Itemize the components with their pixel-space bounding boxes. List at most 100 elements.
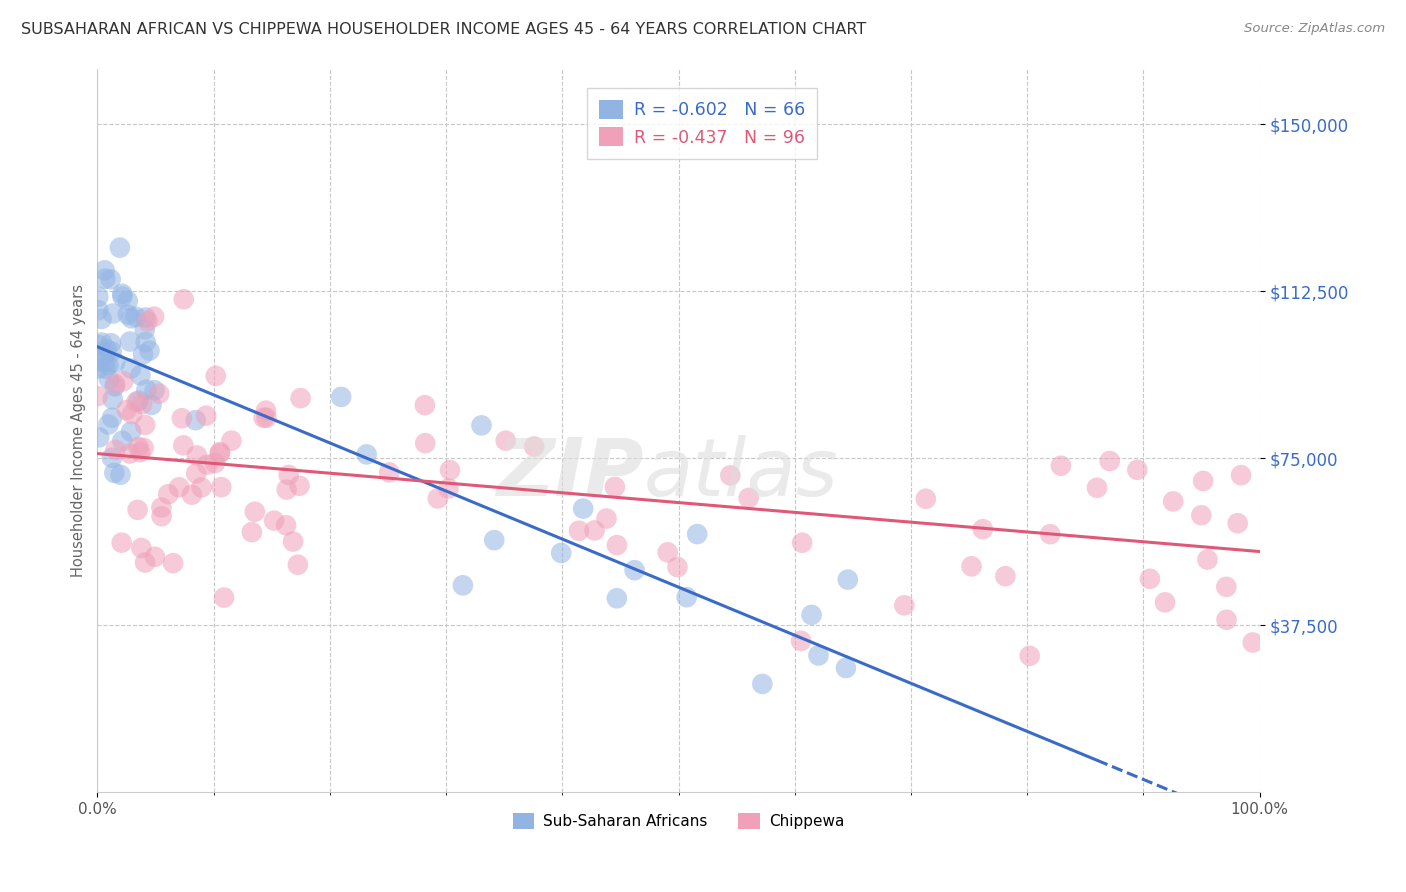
Point [1215, 613, 1237, 627]
Point [118, 446, 141, 460]
Point [413, 398, 436, 412]
Point [484, 533, 506, 548]
Point [835, 661, 858, 675]
Point [204, 456, 226, 470]
Point [129, 368, 152, 383]
Point [135, 334, 157, 349]
Point [117, 293, 139, 308]
Text: ZIP: ZIP [496, 434, 644, 513]
Point [117, 308, 139, 322]
Point [718, 468, 741, 483]
Point [90, 312, 112, 326]
Point [413, 436, 436, 450]
Point [243, 505, 266, 519]
Point [606, 538, 628, 552]
Point [737, 491, 759, 505]
Point [204, 368, 226, 383]
Point [190, 480, 212, 494]
Point [134, 417, 156, 432]
Point [1230, 468, 1253, 483]
Point [686, 527, 709, 541]
Point [290, 391, 312, 405]
Point [110, 467, 132, 482]
Point [1098, 454, 1121, 468]
Point [197, 458, 219, 472]
Point [256, 410, 278, 425]
Point [86, 389, 108, 403]
Point [100, 336, 122, 351]
Point [121, 311, 143, 326]
Point [118, 334, 141, 349]
Point [378, 466, 401, 480]
Point [1215, 580, 1237, 594]
Point [121, 407, 143, 421]
Point [603, 480, 626, 494]
Point [143, 549, 166, 564]
Point [111, 289, 134, 303]
Point [274, 518, 297, 533]
Point [101, 392, 124, 407]
Point [254, 403, 277, 417]
Point [1197, 552, 1219, 566]
Point [127, 393, 149, 408]
Point [97, 372, 120, 386]
Point [87, 354, 110, 368]
Point [186, 467, 208, 481]
Point [790, 633, 813, 648]
Point [127, 503, 149, 517]
Y-axis label: Householder Income Ages 45 - 64 years: Householder Income Ages 45 - 64 years [72, 284, 86, 577]
Point [162, 556, 184, 570]
Point [132, 347, 155, 361]
Point [792, 535, 814, 549]
Point [103, 466, 125, 480]
Point [208, 446, 231, 460]
Point [994, 569, 1017, 583]
Point [172, 438, 194, 452]
Point [675, 591, 697, 605]
Point [180, 488, 202, 502]
Point [141, 398, 163, 412]
Point [1139, 572, 1161, 586]
Point [112, 375, 135, 389]
Point [209, 480, 232, 494]
Point [101, 306, 124, 320]
Point [523, 440, 546, 454]
Point [568, 524, 591, 538]
Point [170, 411, 193, 425]
Point [439, 463, 461, 477]
Point [87, 303, 110, 318]
Point [1192, 474, 1215, 488]
Point [87, 290, 110, 304]
Point [221, 434, 243, 448]
Point [281, 534, 304, 549]
Point [150, 500, 173, 515]
Point [623, 563, 645, 577]
Point [1161, 494, 1184, 508]
Point [131, 541, 153, 555]
Point [1154, 595, 1177, 609]
Point [104, 355, 127, 369]
Point [101, 410, 124, 425]
Point [143, 383, 166, 397]
Point [330, 390, 353, 404]
Point [115, 403, 138, 417]
Point [135, 383, 157, 397]
Point [97, 358, 120, 372]
Point [120, 425, 142, 439]
Point [120, 361, 142, 376]
Point [131, 397, 153, 411]
Point [583, 524, 606, 538]
Point [148, 386, 170, 401]
Point [1018, 648, 1040, 663]
Point [138, 343, 160, 358]
Point [1039, 527, 1062, 541]
Point [87, 337, 110, 351]
Point [157, 487, 180, 501]
Point [666, 560, 689, 574]
Point [135, 310, 157, 325]
Point [1085, 481, 1108, 495]
Point [1126, 463, 1149, 477]
Point [356, 447, 378, 461]
Point [111, 535, 134, 549]
Point [125, 310, 148, 324]
